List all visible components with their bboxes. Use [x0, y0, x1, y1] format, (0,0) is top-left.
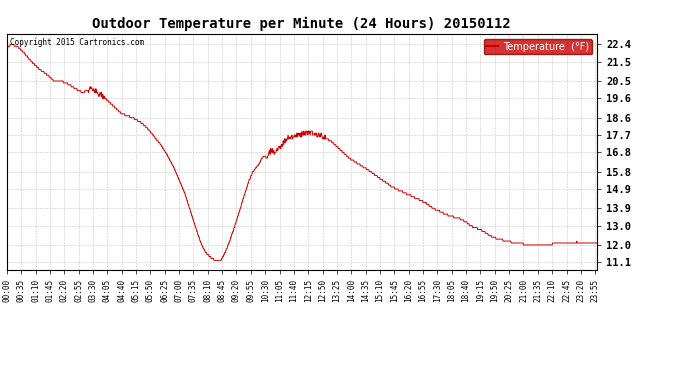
Title: Outdoor Temperature per Minute (24 Hours) 20150112: Outdoor Temperature per Minute (24 Hours… — [92, 17, 511, 31]
Legend: Temperature  (°F): Temperature (°F) — [484, 39, 592, 54]
Text: Copyright 2015 Cartronics.com: Copyright 2015 Cartronics.com — [10, 39, 144, 48]
